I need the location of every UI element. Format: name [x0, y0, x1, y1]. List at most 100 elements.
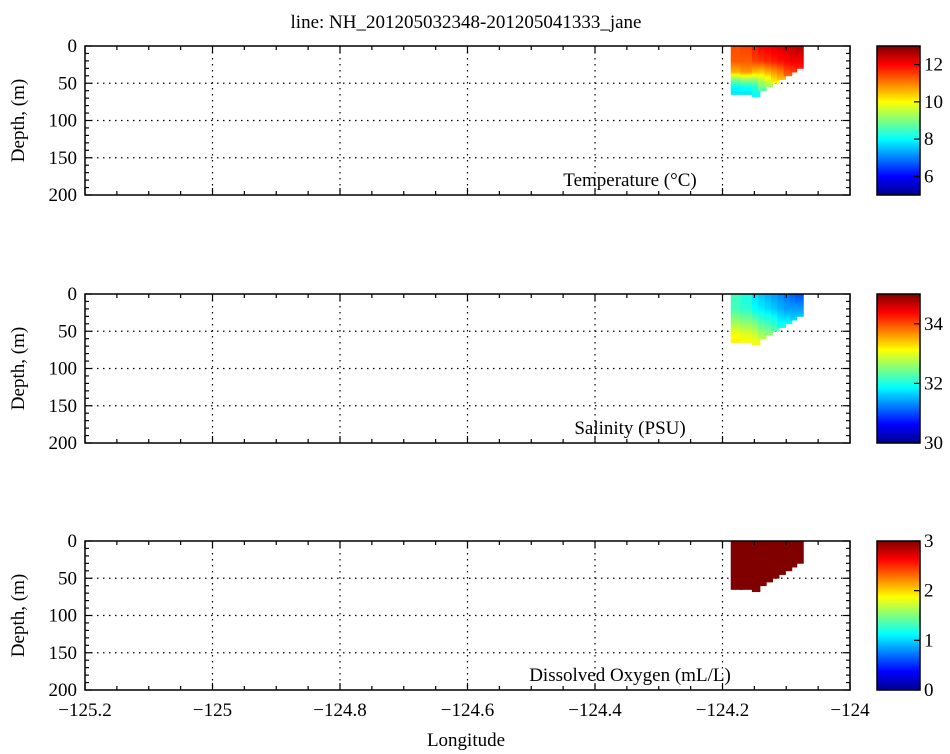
data-cell: [730, 48, 743, 51]
y-tick-label: 0: [68, 36, 78, 57]
data-cell: [751, 572, 761, 574]
data-cell: [790, 47, 798, 49]
data-cell: [751, 561, 761, 563]
data-cell: [751, 50, 761, 52]
data-cell: [730, 322, 743, 324]
data-cell: [730, 325, 743, 327]
data-cell: [790, 315, 798, 317]
data-cell: [730, 577, 743, 579]
data-cell: [795, 546, 804, 548]
data-cell: [751, 92, 761, 94]
data-cell: [751, 323, 761, 325]
data-cell: [730, 65, 743, 67]
colorbar-tick-label: 8: [924, 129, 934, 150]
data-cell: [764, 576, 773, 578]
data-cell: [790, 306, 798, 308]
data-cell: [730, 70, 743, 72]
data-cell: [751, 549, 761, 552]
data-cell: [740, 588, 754, 590]
data-cell: [771, 310, 780, 312]
data-cell: [751, 63, 761, 65]
data-cell: [740, 51, 754, 53]
data-cell: [795, 308, 804, 311]
data-cell: [783, 545, 793, 547]
data-cell: [751, 308, 761, 311]
data-cell: [783, 308, 793, 310]
data-cell: [771, 82, 780, 84]
data-cell: [758, 329, 767, 331]
data-cell: [777, 326, 786, 328]
data-cell: [771, 62, 780, 64]
data-cell: [764, 81, 773, 83]
data-cell: [730, 78, 743, 80]
data-cell: [730, 330, 743, 332]
colorbar-tick-label: 10: [924, 92, 943, 113]
data-cell: [730, 294, 743, 296]
data-cell: [764, 573, 773, 575]
data-cell: [740, 86, 754, 89]
data-cell: [777, 52, 786, 54]
data-cell: [751, 580, 761, 582]
data-cell: [783, 322, 793, 324]
data-cell: [740, 337, 754, 339]
data-cell: [777, 72, 786, 74]
data-cell: [758, 332, 767, 334]
data-cell: [764, 77, 773, 79]
data-cell: [751, 557, 761, 559]
data-cell: [758, 315, 767, 317]
data-cell: [795, 555, 804, 558]
data-cell: [758, 319, 767, 321]
data-cell: [777, 322, 786, 324]
data-cell: [783, 555, 793, 557]
data-cell: [730, 566, 743, 568]
data-cell: [730, 314, 743, 316]
data-cell: [751, 93, 761, 95]
data-cell: [790, 557, 798, 559]
data-cell: [751, 300, 761, 302]
data-cell: [751, 546, 761, 549]
data-cell: [764, 323, 773, 325]
data-cell: [740, 308, 754, 310]
data-cell: [758, 574, 767, 576]
data-cell: [751, 563, 761, 565]
data-cell: [730, 585, 743, 587]
data-cell: [777, 298, 786, 300]
data-cell: [795, 541, 804, 543]
data-cell: [790, 65, 798, 67]
data-cell: [730, 84, 743, 86]
data-cell: [740, 58, 754, 60]
data-cell: [740, 311, 754, 313]
data-cell: [777, 557, 786, 559]
data-cell: [777, 71, 786, 73]
data-cell: [790, 545, 798, 547]
data-cell: [740, 562, 754, 564]
data-cell: [751, 338, 761, 340]
data-cell: [740, 543, 754, 546]
data-cell: [740, 63, 754, 65]
data-cell: [758, 65, 767, 67]
data-cell: [751, 337, 761, 339]
data-cell: [783, 313, 793, 315]
data-cell: [783, 550, 793, 552]
data-cell: [751, 558, 761, 560]
data-cell: [730, 326, 743, 328]
data-cell: [771, 551, 780, 553]
data-cell: [751, 72, 761, 74]
data-cell: [777, 78, 786, 80]
data-cell: [771, 52, 780, 54]
data-cell: [771, 305, 780, 308]
data-cell: [790, 314, 798, 316]
data-cell: [783, 556, 793, 558]
data-cell: [751, 323, 761, 325]
data-cell: [740, 567, 754, 569]
data-cell: [758, 582, 767, 584]
data-cell: [764, 295, 773, 297]
data-cell: [764, 554, 773, 556]
data-cell: [764, 62, 773, 64]
data-cell: [764, 78, 773, 80]
data-cell: [730, 312, 743, 314]
data-cell: [730, 75, 743, 77]
data-cell: [783, 51, 793, 53]
data-cell: [751, 585, 761, 587]
data-cell: [730, 299, 743, 301]
